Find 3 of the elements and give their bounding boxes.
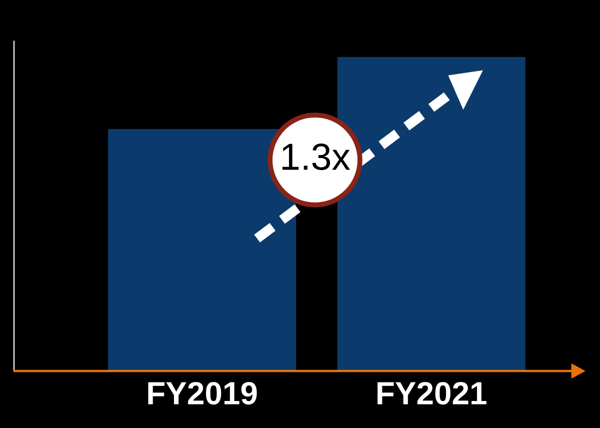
- x-tick-label: FY2021: [378, 382, 486, 405]
- annotation: 1.3x: [282, 144, 350, 170]
- x-tick-label: FY2019: [148, 382, 257, 405]
